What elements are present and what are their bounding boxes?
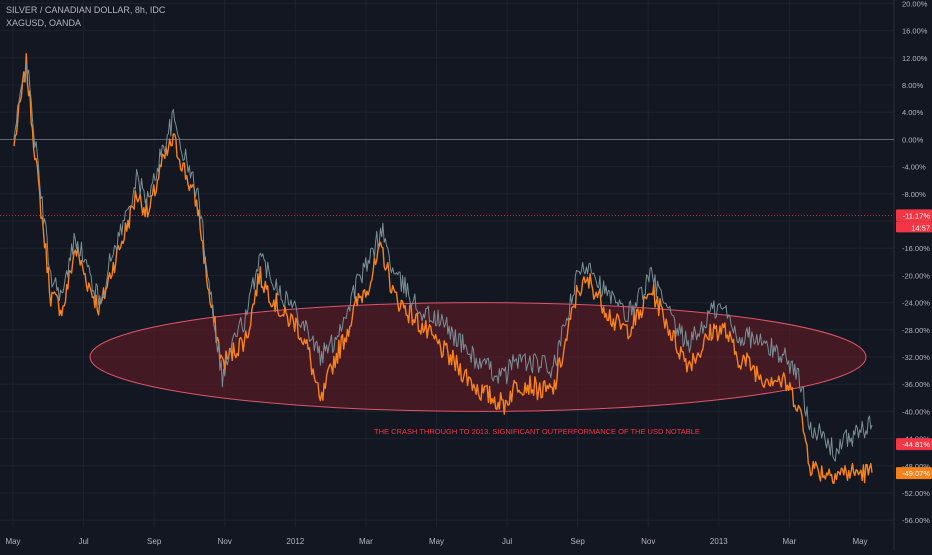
x-tick-label: Jul — [502, 537, 512, 546]
series-layer — [13, 53, 873, 484]
compare-symbol-label[interactable]: XAGUSD, OANDA — [6, 18, 82, 28]
y-tick-label: -56.00% — [902, 516, 930, 525]
xagusd-last-value-bg — [896, 467, 932, 480]
annotation-text: THE CRASH THROUGH TO 2013. SIGNIFICANT O… — [374, 427, 700, 436]
x-tick-label: 2012 — [286, 537, 304, 546]
y-tick-label: 0.00% — [902, 135, 924, 144]
bar-countdown-text: 14:57 — [911, 223, 930, 232]
x-tick-label: May — [852, 537, 867, 546]
y-tick-label: 8.00% — [902, 81, 924, 90]
y-tick-label: -36.00% — [902, 380, 930, 389]
silver-cad-close-tag: -44.81% — [896, 438, 932, 451]
y-tick-label: 16.00% — [902, 27, 928, 36]
y-tick-label: 20.00% — [902, 0, 928, 8]
silver-cad-last-value-text: -11.17% — [903, 211, 931, 220]
time-axis[interactable]: May Jul Sep Nov 2012 Mar May Jul Sep Nov 2013 Mar Ma… — [5, 537, 867, 546]
symbol-legend: SILVER / CANADIAN DOLLAR, 8h, IDC XAGUSD… — [6, 4, 165, 30]
y-tick-label: -16.00% — [902, 244, 930, 253]
x-tick-label: May — [5, 537, 20, 546]
x-tick-label: Jul — [78, 537, 88, 546]
silver-cad-last-value: -11.17% — [896, 209, 932, 222]
y-tick-label: 4.00% — [902, 108, 924, 117]
x-tick-label: Nov — [641, 537, 655, 546]
x-tick-label: 2013 — [710, 537, 728, 546]
x-tick-label: May — [429, 537, 444, 546]
series-line-xagusd — [13, 53, 873, 484]
silver-cad-close-tag-bg — [896, 438, 932, 451]
main-symbol-label[interactable]: SILVER / CANADIAN DOLLAR, 8h, IDC — [6, 5, 166, 15]
y-tick-label: -24.00% — [902, 299, 930, 308]
x-tick-label: Mar — [783, 537, 797, 546]
reference-lines — [0, 138, 894, 216]
xagusd-last-value-text: -49.07% — [902, 469, 930, 478]
y-tick-label: -4.00% — [902, 163, 926, 172]
grid-layer — [0, 0, 895, 550]
x-tick-label: Sep — [571, 537, 586, 546]
y-tick-label: -20.00% — [902, 271, 930, 280]
bar-countdown: 14:57 — [896, 221, 932, 233]
y-tick-label: -52.00% — [902, 489, 930, 498]
bar-countdown-bg — [896, 221, 932, 233]
x-tick-label: Nov — [218, 537, 232, 546]
y-tick-label: -32.00% — [902, 353, 930, 362]
series-line-silver-cad — [13, 63, 873, 462]
x-tick-label: Mar — [359, 537, 373, 546]
silver-cad-last-value-bg — [896, 209, 932, 222]
silver-cad-close-tag-text: -44.81% — [902, 440, 930, 449]
y-tick-label: -48.00% — [902, 462, 930, 471]
crash-highlight-ellipse — [89, 302, 867, 412]
y-tick-label: 12.00% — [902, 54, 928, 63]
axis-value-labels: -11.17% 14:57 -44.81% -49.07% — [896, 209, 932, 480]
x-tick-label: Sep — [147, 537, 162, 546]
y-tick-label: -28.00% — [902, 326, 930, 335]
xagusd-last-value: -49.07% — [896, 467, 932, 480]
annotation-layer: THE CRASH THROUGH TO 2013. SIGNIFICANT O… — [89, 302, 867, 436]
y-tick-label: -40.00% — [902, 407, 930, 416]
y-tick-label: -8.00% — [902, 190, 926, 199]
